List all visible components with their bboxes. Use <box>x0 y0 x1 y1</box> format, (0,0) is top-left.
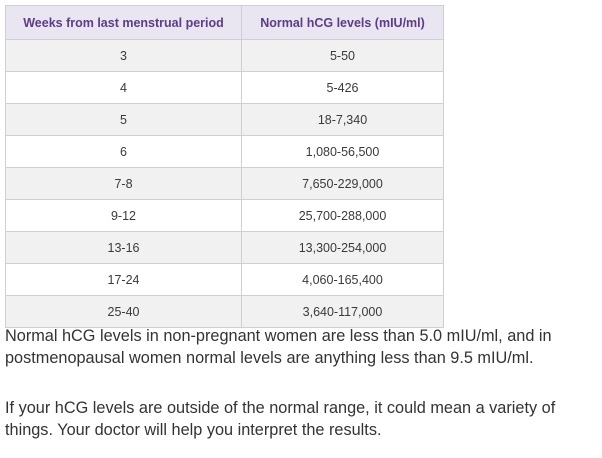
hcg-levels-table: Weeks from last menstrual period Normal … <box>5 5 444 328</box>
table-row: 3 5-50 <box>5 39 444 72</box>
hcg-range-cell: 1,080-56,500 <box>241 135 444 168</box>
table-row: 6 1,080-56,500 <box>5 135 444 168</box>
table-row: 13-16 13,300-254,000 <box>5 231 444 264</box>
weeks-cell: 13-16 <box>5 231 242 264</box>
table-row: 7-8 7,650-229,000 <box>5 167 444 200</box>
table-row: 9-12 25,700-288,000 <box>5 199 444 232</box>
hcg-range-cell: 4,060-165,400 <box>241 263 444 296</box>
weeks-cell: 25-40 <box>5 295 242 328</box>
weeks-cell: 5 <box>5 103 242 136</box>
interpretation-paragraph: If your hCG levels are outside of the no… <box>5 399 556 439</box>
table-row: 25-40 3,640-117,000 <box>5 295 444 328</box>
hcg-range-cell: 3,640-117,000 <box>241 295 444 328</box>
header-weeks: Weeks from last menstrual period <box>5 5 242 40</box>
weeks-cell: 3 <box>5 39 242 72</box>
hcg-range-cell: 5-50 <box>241 39 444 72</box>
table-row: 17-24 4,060-165,400 <box>5 263 444 296</box>
weeks-cell: 17-24 <box>5 263 242 296</box>
hcg-range-cell: 5-426 <box>241 71 444 104</box>
table-header-row: Weeks from last menstrual period Normal … <box>5 5 444 40</box>
hcg-range-cell: 7,650-229,000 <box>241 167 444 200</box>
weeks-cell: 9-12 <box>5 199 242 232</box>
weeks-cell: 6 <box>5 135 242 168</box>
weeks-cell: 7-8 <box>5 167 242 200</box>
non-pregnant-levels-paragraph: Normal hCG levels in non-pregnant women … <box>5 327 552 367</box>
table-row: 4 5-426 <box>5 71 444 104</box>
weeks-cell: 4 <box>5 71 242 104</box>
hcg-range-cell: 18-7,340 <box>241 103 444 136</box>
hcg-range-cell: 13,300-254,000 <box>241 231 444 264</box>
table-row: 5 18-7,340 <box>5 103 444 136</box>
header-hcg-levels: Normal hCG levels (mIU/ml) <box>241 5 444 40</box>
hcg-range-cell: 25,700-288,000 <box>241 199 444 232</box>
